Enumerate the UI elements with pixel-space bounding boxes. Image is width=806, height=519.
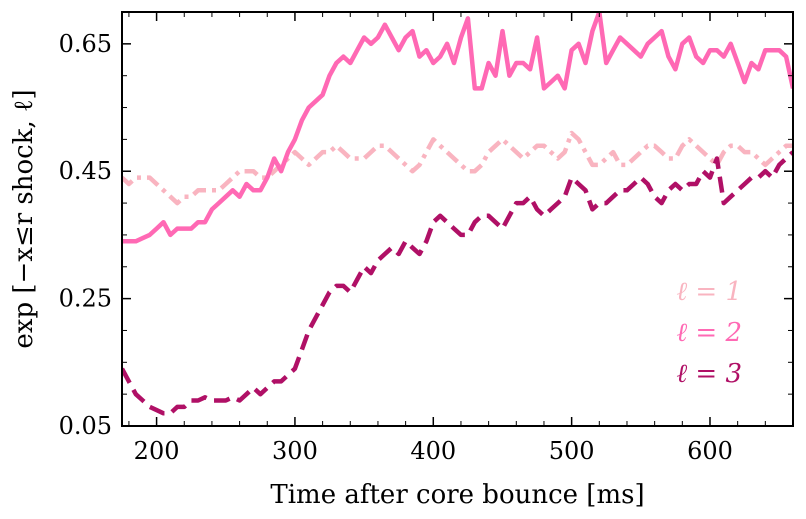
series-line-l1	[122, 130, 793, 206]
legend-entry-l3: ℓ = 3	[676, 359, 742, 389]
y-tick-label: 0.05	[59, 412, 112, 440]
legend-entry-l1: ℓ = 1	[676, 277, 742, 307]
x-tick-label: 200	[134, 437, 180, 465]
legend: ℓ = 1 ℓ = 2 ℓ = 3	[676, 277, 742, 389]
ticks-layer	[122, 11, 794, 427]
y-tick-label: 0.25	[59, 285, 112, 313]
plot-frame	[121, 11, 794, 427]
labels-layer: 200 300 400 500 600 0.05 0.25 0.45 0.65	[59, 30, 733, 465]
series-line-l3	[122, 150, 793, 416]
x-axis-title: Time after core bounce [ms]	[270, 480, 644, 510]
series-layer	[122, 12, 793, 416]
x-tick-label: 500	[549, 437, 595, 465]
y-tick-label: 0.65	[59, 30, 112, 58]
x-tick-label: 300	[272, 437, 318, 465]
y-tick-label: 0.45	[59, 157, 112, 185]
x-tick-label: 400	[410, 437, 456, 465]
x-tick-label: 600	[687, 437, 733, 465]
series-line-l2	[122, 12, 793, 244]
y-axis-title: exp [−x≤r shock, ℓ]	[9, 89, 39, 348]
legend-entry-l2: ℓ = 2	[676, 318, 742, 348]
